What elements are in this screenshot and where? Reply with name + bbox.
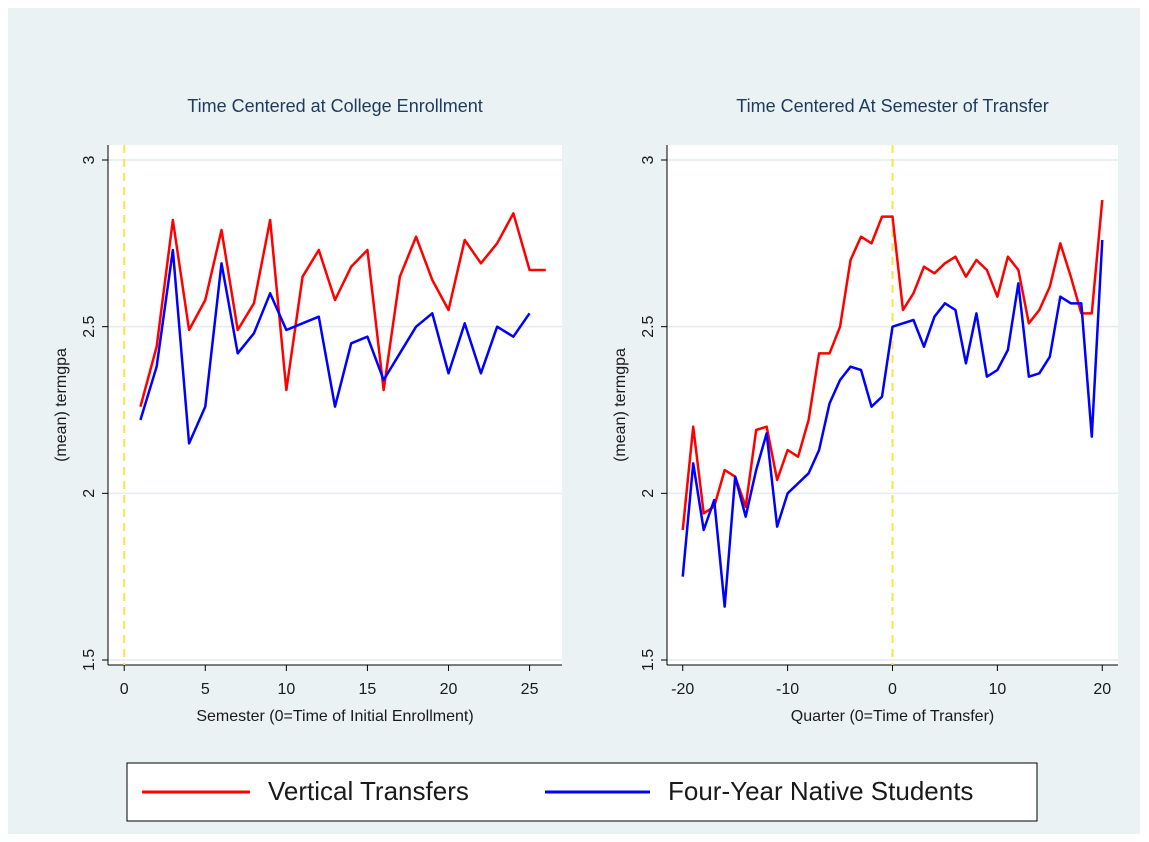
y-tick-label: 1.5 [81, 649, 98, 671]
x-tick-label: 0 [888, 681, 897, 698]
series-line [139, 212, 546, 407]
chart-title: Time Centered at College Enrollment [187, 96, 482, 116]
x-axis-label: Quarter (0=Time of Transfer) [791, 708, 994, 725]
x-tick-label: -10 [776, 681, 799, 698]
x-tick-label: 5 [201, 681, 210, 698]
legend-label: Four-Year Native Students [668, 776, 973, 806]
x-tick-label: 15 [359, 681, 377, 698]
y-axis-label: (mean) termgpa [612, 348, 629, 462]
y-tick-label: 2 [640, 489, 657, 498]
series-line [681, 239, 1104, 608]
chart-title: Time Centered At Semester of Transfer [736, 96, 1048, 116]
x-tick-label: -20 [671, 681, 694, 698]
y-tick-label: 1.5 [640, 649, 657, 671]
x-axis-label: Semester (0=Time of Initial Enrollment) [196, 708, 473, 725]
x-tick-label: 20 [1093, 681, 1111, 698]
series-line [139, 248, 531, 445]
series-line [681, 199, 1104, 531]
y-tick-label: 2.5 [640, 315, 657, 337]
y-tick-label: 2 [81, 489, 98, 498]
y-axis-label: (mean) termgpa [53, 348, 70, 462]
legend-label: Vertical Transfers [268, 776, 469, 806]
y-tick-label: 3 [81, 155, 98, 164]
y-tick-label: 2.5 [81, 315, 98, 337]
x-tick-label: 10 [277, 681, 295, 698]
x-tick-label: 25 [521, 681, 539, 698]
y-tick-label: 3 [640, 155, 657, 164]
x-tick-label: 0 [120, 681, 129, 698]
x-tick-label: 10 [988, 681, 1006, 698]
x-tick-label: 20 [440, 681, 458, 698]
